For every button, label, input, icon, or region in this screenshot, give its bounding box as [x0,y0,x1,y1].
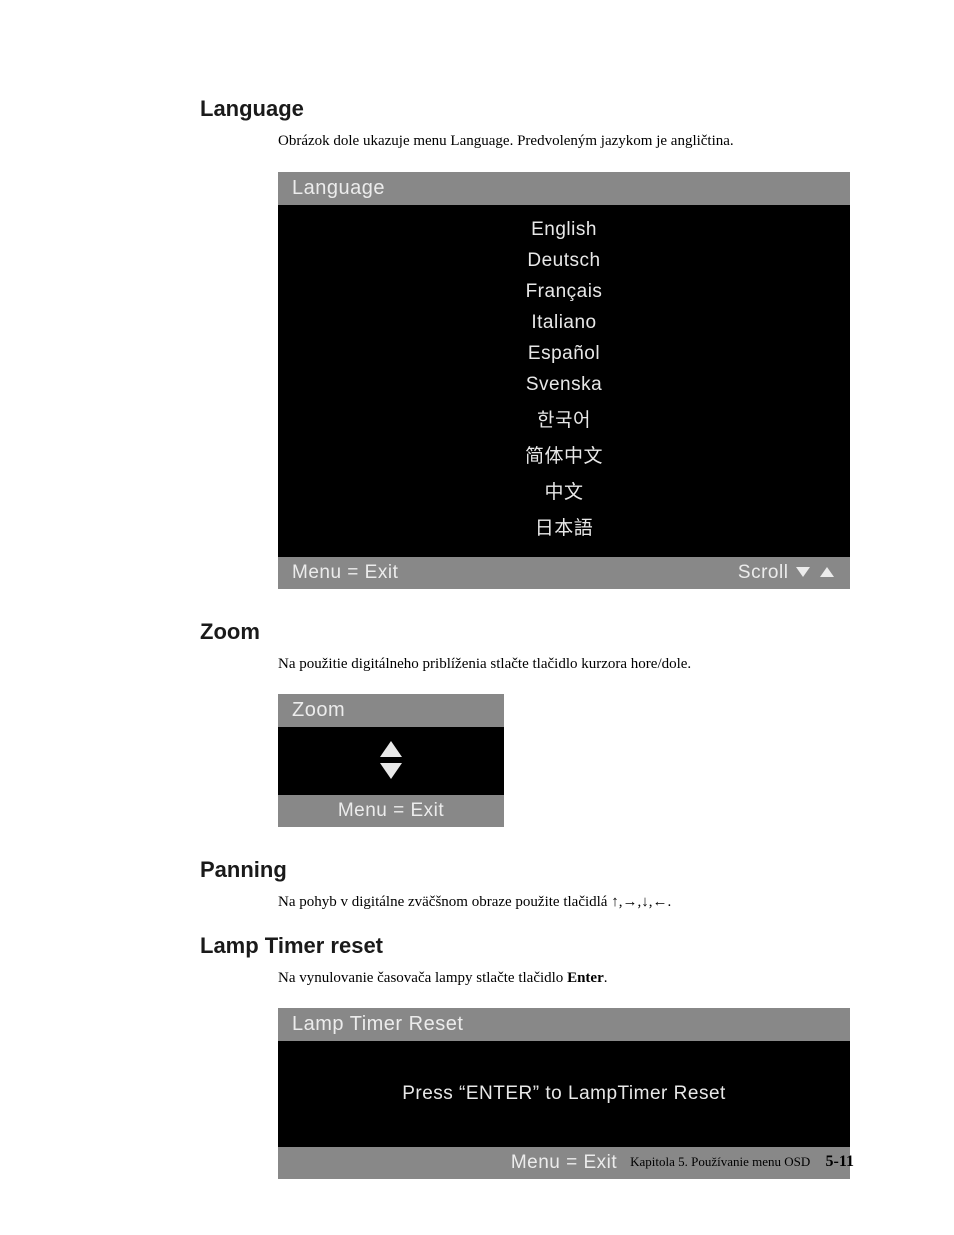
lang-item[interactable]: 日本語 [278,509,850,545]
desc-lamp-post: . [604,970,608,986]
osd-language-footer: Menu = Exit Scroll [278,557,850,589]
desc-lamp: Na vynulovanie časovača lampy stlačte tl… [278,969,854,989]
menu-exit-label: Menu = Exit [292,562,398,584]
zoom-up-icon[interactable] [380,741,402,757]
heading-language: Language [200,96,854,122]
lang-item[interactable]: English [278,215,850,246]
page-footer: Kapitola 5. Používanie menu OSD 5-11 [630,1153,854,1171]
lang-item[interactable]: Italiano [278,308,850,339]
scroll-indicator: Scroll [738,562,836,584]
heading-lamp: Lamp Timer reset [200,933,854,959]
desc-lamp-pre: Na vynulovanie časovača lampy stlačte tl… [278,970,567,986]
desc-lamp-bold: Enter [567,970,604,986]
language-list: English Deutsch Français Italiano Españo… [278,215,850,545]
triangle-down-icon [796,567,810,577]
heading-zoom: Zoom [200,619,854,645]
osd-language-title: Language [278,172,850,205]
lang-item[interactable]: Français [278,277,850,308]
lang-item[interactable]: 한국어 [278,401,850,437]
lang-item[interactable]: Español [278,339,850,370]
osd-lamp-body: Press “ENTER” to LampTimer Reset [278,1041,850,1147]
lang-item[interactable]: Deutsch [278,246,850,277]
osd-language: Language English Deutsch Français Italia… [278,172,850,589]
footer-page-number: 5-11 [826,1153,854,1170]
osd-lamp-title: Lamp Timer Reset [278,1008,850,1041]
osd-zoom-footer: Menu = Exit [278,795,504,827]
osd-zoom: Zoom Menu = Exit [278,694,504,827]
osd-language-body: English Deutsch Français Italiano Españo… [278,205,850,557]
heading-panning: Panning [200,857,854,883]
scroll-label: Scroll [738,562,789,583]
lang-item[interactable]: Svenska [278,370,850,401]
triangle-up-icon [820,567,834,577]
osd-zoom-title: Zoom [278,694,504,727]
desc-panning: Na pohyb v digitálne zväčšnom obraze pou… [278,893,854,913]
lang-item[interactable]: 中文 [278,473,850,509]
osd-zoom-body [278,727,504,795]
zoom-down-icon[interactable] [380,763,402,779]
desc-language: Obrázok dole ukazuje menu Language. Pred… [278,132,854,152]
footer-chapter: Kapitola 5. Používanie menu OSD [630,1154,810,1169]
desc-zoom: Na použitie digitálneho priblíženia stla… [278,655,854,675]
lang-item[interactable]: 简体中文 [278,437,850,473]
